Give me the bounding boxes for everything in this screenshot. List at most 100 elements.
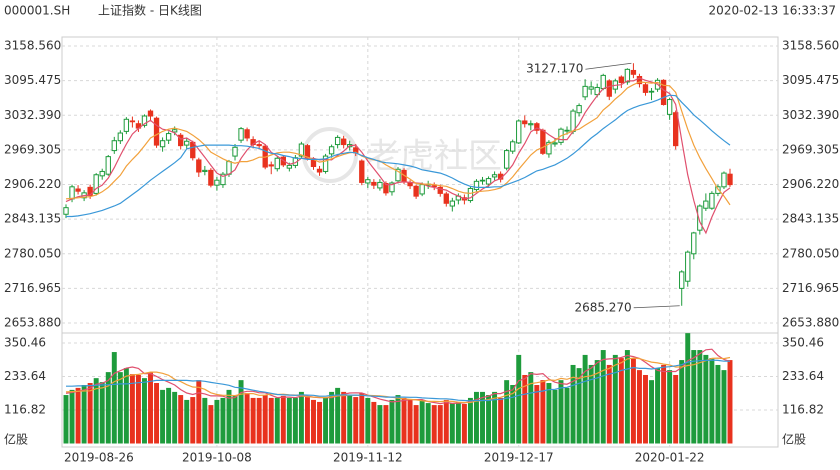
volume-bar — [588, 364, 594, 444]
volume-bar — [455, 401, 461, 444]
y-tick-label: 2780.050 — [782, 246, 839, 260]
volume-bar — [727, 360, 733, 444]
y-tick-label: 2843.135 — [4, 212, 61, 226]
y-tick-label: 2716.965 — [782, 281, 839, 295]
volume-bar — [425, 403, 431, 444]
x-tick-label: 2019-12-17 — [484, 451, 554, 465]
ma-line — [66, 94, 731, 218]
candle-body — [214, 179, 220, 186]
y-tick-label: 3032.390 — [782, 108, 839, 122]
volume-bar — [395, 395, 401, 444]
volume-bar — [214, 399, 220, 444]
y-tick-label: 2780.050 — [4, 246, 61, 260]
volume-bar — [317, 401, 323, 444]
candle-body — [491, 174, 498, 178]
volume-bar — [304, 397, 310, 444]
volume-bar — [99, 382, 105, 444]
volume-bar — [661, 364, 667, 444]
y-tick-label: 2969.305 — [4, 142, 61, 156]
volume-bar — [546, 383, 552, 444]
candle-body — [208, 169, 214, 186]
candle-body — [485, 178, 492, 185]
candle-body — [437, 186, 443, 194]
candle-body — [69, 186, 75, 200]
volume-bar — [480, 391, 485, 444]
volume-bar — [703, 354, 709, 444]
candle-body — [340, 138, 347, 146]
volume-bar — [93, 378, 99, 444]
y-tick-label: 233.64 — [4, 369, 46, 383]
volume-bar — [347, 395, 353, 444]
candle-body — [540, 129, 546, 154]
candle-body — [389, 182, 395, 193]
volume-bar — [679, 360, 685, 444]
candle-body — [516, 120, 522, 144]
candle-body — [171, 129, 178, 133]
candle-body — [709, 192, 715, 209]
volume-bar — [141, 378, 147, 444]
volume-bar — [298, 391, 304, 444]
volume-bar — [353, 397, 359, 444]
candle-body — [642, 84, 649, 93]
candle-body — [93, 174, 99, 194]
volume-bar — [558, 380, 564, 444]
volume-bar — [311, 399, 316, 444]
volume-bar — [190, 397, 196, 444]
candle-body — [220, 173, 226, 186]
candle-body — [606, 80, 612, 97]
candle-body — [377, 181, 383, 189]
candle-body — [328, 146, 335, 155]
volume-bar — [709, 358, 715, 444]
candle-body — [196, 159, 202, 173]
volume-bar — [359, 393, 365, 444]
candle-body — [473, 180, 480, 191]
x-tick-label: 2019-08-26 — [64, 451, 134, 465]
volume-bar — [196, 380, 202, 444]
candle-body — [202, 169, 208, 172]
volume-bar — [178, 395, 184, 444]
candle-body — [244, 129, 250, 139]
volume-bar — [323, 397, 329, 444]
volume-bar — [552, 389, 558, 444]
candle-body — [274, 157, 280, 170]
candle-body — [666, 99, 673, 115]
candle-body — [534, 123, 540, 131]
volume-bar — [365, 397, 371, 444]
candle-body — [679, 271, 685, 289]
candle-body — [365, 179, 371, 184]
volume-bar — [449, 403, 455, 444]
volume-bar — [618, 358, 624, 444]
y-tick-label: 116.82 — [782, 403, 824, 417]
y-tick-label: 116.82 — [4, 403, 46, 417]
candle-body — [99, 170, 105, 177]
volume-bar — [286, 397, 292, 444]
volume-bar — [516, 354, 522, 444]
candle-body — [413, 185, 419, 197]
volume-bar — [673, 374, 679, 444]
volume-bar — [389, 399, 395, 444]
volume-bar — [111, 352, 117, 444]
ma-line — [65, 348, 731, 405]
volume-bar — [166, 387, 172, 444]
candle-body — [479, 179, 486, 182]
volume-bar — [238, 380, 244, 444]
annotation-leader — [585, 62, 632, 70]
y-tick-label: 2843.135 — [782, 212, 839, 226]
volume-bar — [87, 383, 93, 444]
candle-body — [546, 141, 552, 155]
y-tick-label: 3158.560 — [4, 39, 61, 53]
candle-body — [232, 146, 238, 157]
candle-body — [395, 168, 401, 182]
annotation-label: 3127.170 — [526, 62, 583, 76]
y-tick-label: 2906.220 — [4, 177, 61, 191]
volume-bar — [232, 395, 238, 444]
watermark: 老虎社区 — [366, 137, 502, 177]
volume-bar — [534, 385, 540, 444]
candle-body — [672, 112, 679, 147]
volume-bar — [582, 354, 588, 444]
y-tick-label: 2653.880 — [782, 316, 839, 330]
volume-bar — [377, 405, 383, 444]
volume-bar — [160, 389, 166, 444]
candle-body — [703, 200, 709, 209]
